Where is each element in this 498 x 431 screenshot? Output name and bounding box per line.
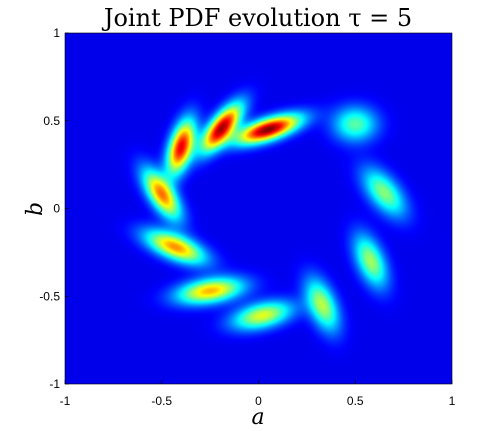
y-tick-label: -1 — [49, 377, 60, 391]
y-tick-label: 1 — [53, 26, 60, 40]
y-tick-label: -0.5 — [39, 289, 60, 303]
x-tick-label: -1 — [60, 394, 71, 408]
x-tick-label: 0 — [255, 394, 262, 408]
x-tick-label: -0.5 — [151, 394, 172, 408]
x-axis-label: a — [251, 405, 264, 430]
chart-title: Joint PDF evolution τ = 5 — [101, 4, 412, 32]
y-axis-label: b — [23, 202, 48, 216]
heatmap-plot-area — [65, 33, 452, 384]
heatmap-image — [65, 33, 452, 384]
y-axis-ticks: -1 -0.5 0 0.5 1 — [39, 26, 69, 391]
y-tick-label: 0 — [53, 202, 60, 216]
x-tick-label: 1 — [449, 394, 456, 408]
x-tick-label: 0.5 — [347, 394, 364, 408]
x-axis-ticks: -1 -0.5 0 0.5 1 — [60, 380, 456, 408]
y-tick-label: 0.5 — [43, 114, 60, 128]
